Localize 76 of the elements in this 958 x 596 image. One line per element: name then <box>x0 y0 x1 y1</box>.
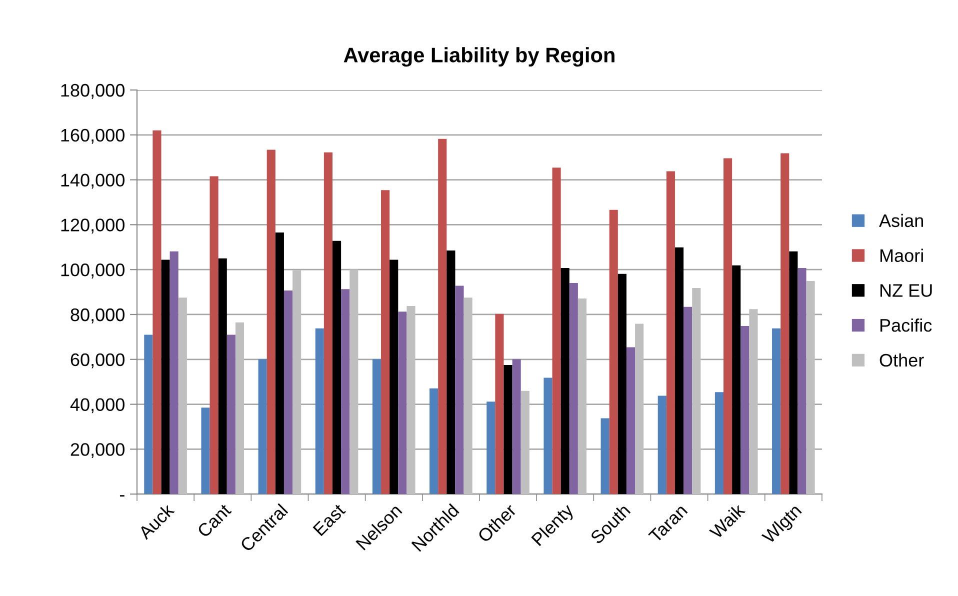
bar <box>772 328 781 494</box>
y-tick-label: 40,000 <box>70 398 124 414</box>
bar <box>406 306 416 494</box>
bar <box>315 328 324 494</box>
bar <box>512 359 521 494</box>
bar <box>275 232 284 494</box>
bar <box>266 150 276 494</box>
bar <box>692 288 701 494</box>
bar <box>332 240 342 494</box>
bar <box>806 281 815 494</box>
bar <box>609 210 618 494</box>
bar <box>350 269 358 494</box>
bar <box>635 324 644 494</box>
bar <box>780 153 790 494</box>
y-tick-label: 140,000 <box>61 174 124 189</box>
legend-label: Pacific <box>880 318 932 332</box>
bar <box>398 312 407 494</box>
bar <box>740 326 750 494</box>
bar <box>235 322 244 494</box>
bar <box>464 298 472 494</box>
bar <box>618 274 626 494</box>
y-tick-label: 120,000 <box>61 218 124 234</box>
bar <box>544 378 552 494</box>
bar <box>504 365 512 494</box>
bar <box>438 138 447 494</box>
bar <box>732 265 741 494</box>
bar <box>170 251 178 494</box>
bar <box>152 130 162 494</box>
y-tick-label: 160,000 <box>61 128 124 144</box>
bar <box>226 334 236 494</box>
legend-label: Other <box>880 353 924 367</box>
bar <box>390 260 398 494</box>
bar <box>178 298 187 494</box>
bar <box>560 268 570 494</box>
bar <box>552 168 561 494</box>
y-tick-label: 80,000 <box>70 308 124 324</box>
bar <box>789 251 798 494</box>
bar <box>684 306 692 494</box>
bar <box>658 396 666 494</box>
bar <box>284 290 293 494</box>
bar <box>210 176 218 494</box>
bar <box>144 334 153 494</box>
bar <box>578 298 587 494</box>
bar <box>201 408 210 494</box>
y-tick-label: 180,000 <box>61 84 124 99</box>
bar <box>381 190 390 494</box>
bar <box>372 359 382 494</box>
bar <box>161 260 170 494</box>
bar <box>446 250 456 494</box>
bar <box>455 286 464 494</box>
bar <box>569 283 578 494</box>
bar <box>666 171 675 494</box>
bar <box>341 289 350 494</box>
y-tick-label: 100,000 <box>61 264 124 278</box>
legend-label: Maori <box>880 248 923 262</box>
bar <box>292 270 302 494</box>
bar <box>218 258 227 494</box>
bar <box>258 359 267 494</box>
bar <box>486 402 496 494</box>
bar <box>714 392 724 494</box>
bar <box>798 268 806 494</box>
chart-title: Average Liability by Region <box>344 47 614 67</box>
bar <box>674 247 684 494</box>
bar <box>749 309 758 494</box>
bar <box>626 347 636 494</box>
bar <box>495 314 504 494</box>
y-tick-label: 60,000 <box>70 353 124 368</box>
y-tick-label: - <box>120 495 124 497</box>
bar <box>520 390 530 494</box>
y-tick-label: 20,000 <box>70 443 124 458</box>
bar <box>724 158 732 494</box>
bar <box>600 418 610 494</box>
legend-label: Asian <box>879 214 923 228</box>
bar <box>430 388 438 494</box>
legend-label: NZ EU <box>880 284 932 297</box>
bar <box>324 152 332 494</box>
